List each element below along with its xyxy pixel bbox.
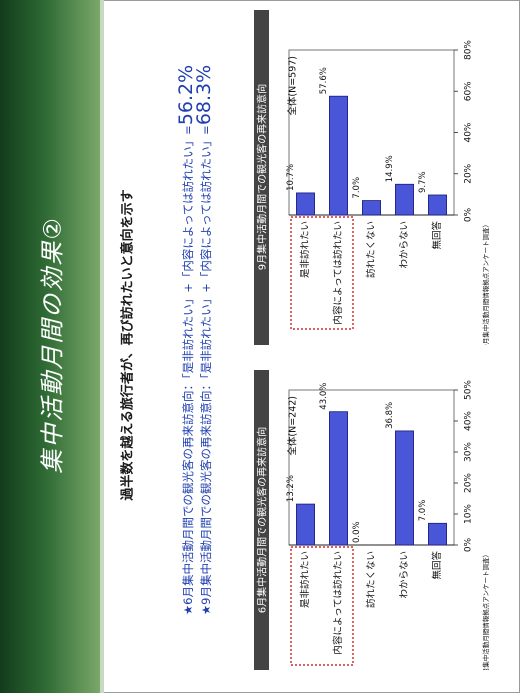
value-tick-label: 40%	[464, 122, 474, 142]
category-label: わからない	[399, 221, 410, 269]
category-label: 是非訪れたい	[299, 551, 311, 608]
highlight-box	[290, 546, 354, 666]
highlight-box	[290, 216, 354, 330]
bar-value-label: 14.9%	[385, 155, 395, 182]
source-note: （6月集中活動月間情報拠点アンケート調査）	[481, 551, 490, 670]
bar-value-label: 43.0%	[319, 383, 329, 410]
june-panel-title: 6月集中活動月間での観光客の再来訪意向	[257, 426, 269, 614]
total-label: 全体(N=597)	[287, 56, 299, 116]
sept-panel-header: 9月集中活動月間での観光客の再来訪意向	[254, 10, 269, 345]
bar	[395, 430, 414, 546]
bar-value-label: 57.6%	[319, 67, 329, 94]
title-divider	[100, 0, 104, 693]
bar-value-label: 7.0%	[352, 177, 362, 199]
bar	[362, 200, 381, 216]
value-tick-label: 20%	[464, 473, 474, 493]
title-strip: 集中活動月間の効果②	[0, 0, 100, 693]
value-tick-label: 40%	[464, 411, 474, 431]
plot-frame	[288, 49, 455, 216]
value-tick-label: 50%	[464, 380, 474, 400]
june-panel-header: 6月集中活動月間での観光客の再来訪意向	[254, 370, 269, 670]
value-tick-label: 60%	[464, 81, 474, 101]
value-tick-label: 0%	[464, 207, 474, 222]
category-label: 無回答	[431, 221, 443, 250]
value-tick-label: 80%	[464, 40, 474, 60]
category-label: 訪れたくない	[365, 221, 377, 278]
note-sept-value: 68.3%	[193, 64, 215, 126]
bar	[395, 183, 414, 216]
value-tick-label: 30%	[464, 442, 474, 462]
june-chart: 0% 10% 20% 30% 40% 50% 13.2% 是非訪れたい 43.0% 内容によっては…	[286, 380, 490, 670]
source-note: （9月集中活動月間情報拠点アンケート調査）	[481, 221, 490, 345]
bar-value-label: 10.7%	[286, 164, 296, 191]
bar-value-label: 7.0%	[418, 500, 428, 522]
slide-title: 集中活動月間の効果②	[38, 216, 67, 474]
sept-panel-title: 9月集中活動月間での観光客の再来訪意向	[257, 83, 269, 271]
bar	[296, 192, 315, 216]
category-label: 無回答	[431, 551, 443, 580]
value-tick-label: 10%	[464, 504, 474, 524]
bar	[329, 411, 348, 546]
category-label: 是非訪れたい	[299, 221, 311, 278]
headline: 過半数を越える旅行者が、再び訪れたいと意向を示す	[120, 189, 136, 501]
sept-chart: 0% 20% 40% 60% 80% 10.7% 是非訪れたい 57.6% 内容によっては訪れた…	[286, 40, 490, 345]
bar-value-label: 0.0%	[352, 521, 362, 543]
category-label: 訪れたくない	[365, 551, 377, 608]
total-label: 全体(N=242)	[287, 396, 299, 456]
bar	[428, 522, 447, 546]
bar-value-label: 13.2%	[286, 475, 296, 502]
value-tick-label: 0%	[464, 537, 474, 552]
bar-value-label: 36.8%	[385, 402, 395, 429]
category-label: わからない	[399, 551, 410, 599]
note-sept-prefix: ★9月集中活動月間での観光客の再来訪意向：「是非訪れたい」+「内容によっては訪れ…	[199, 125, 213, 616]
category-label: 内容によっては訪れたい	[332, 221, 344, 325]
note-sept: ★9月集中活動月間での観光客の再来訪意向：「是非訪れたい」+「内容によっては訪れ…	[193, 65, 215, 615]
bar-value-label: 9.7%	[418, 171, 428, 193]
bar	[428, 194, 447, 216]
category-label: 内容によっては訪れたい	[332, 551, 344, 655]
bar	[296, 503, 315, 546]
value-tick-label: 20%	[464, 163, 474, 183]
bar	[329, 95, 348, 216]
